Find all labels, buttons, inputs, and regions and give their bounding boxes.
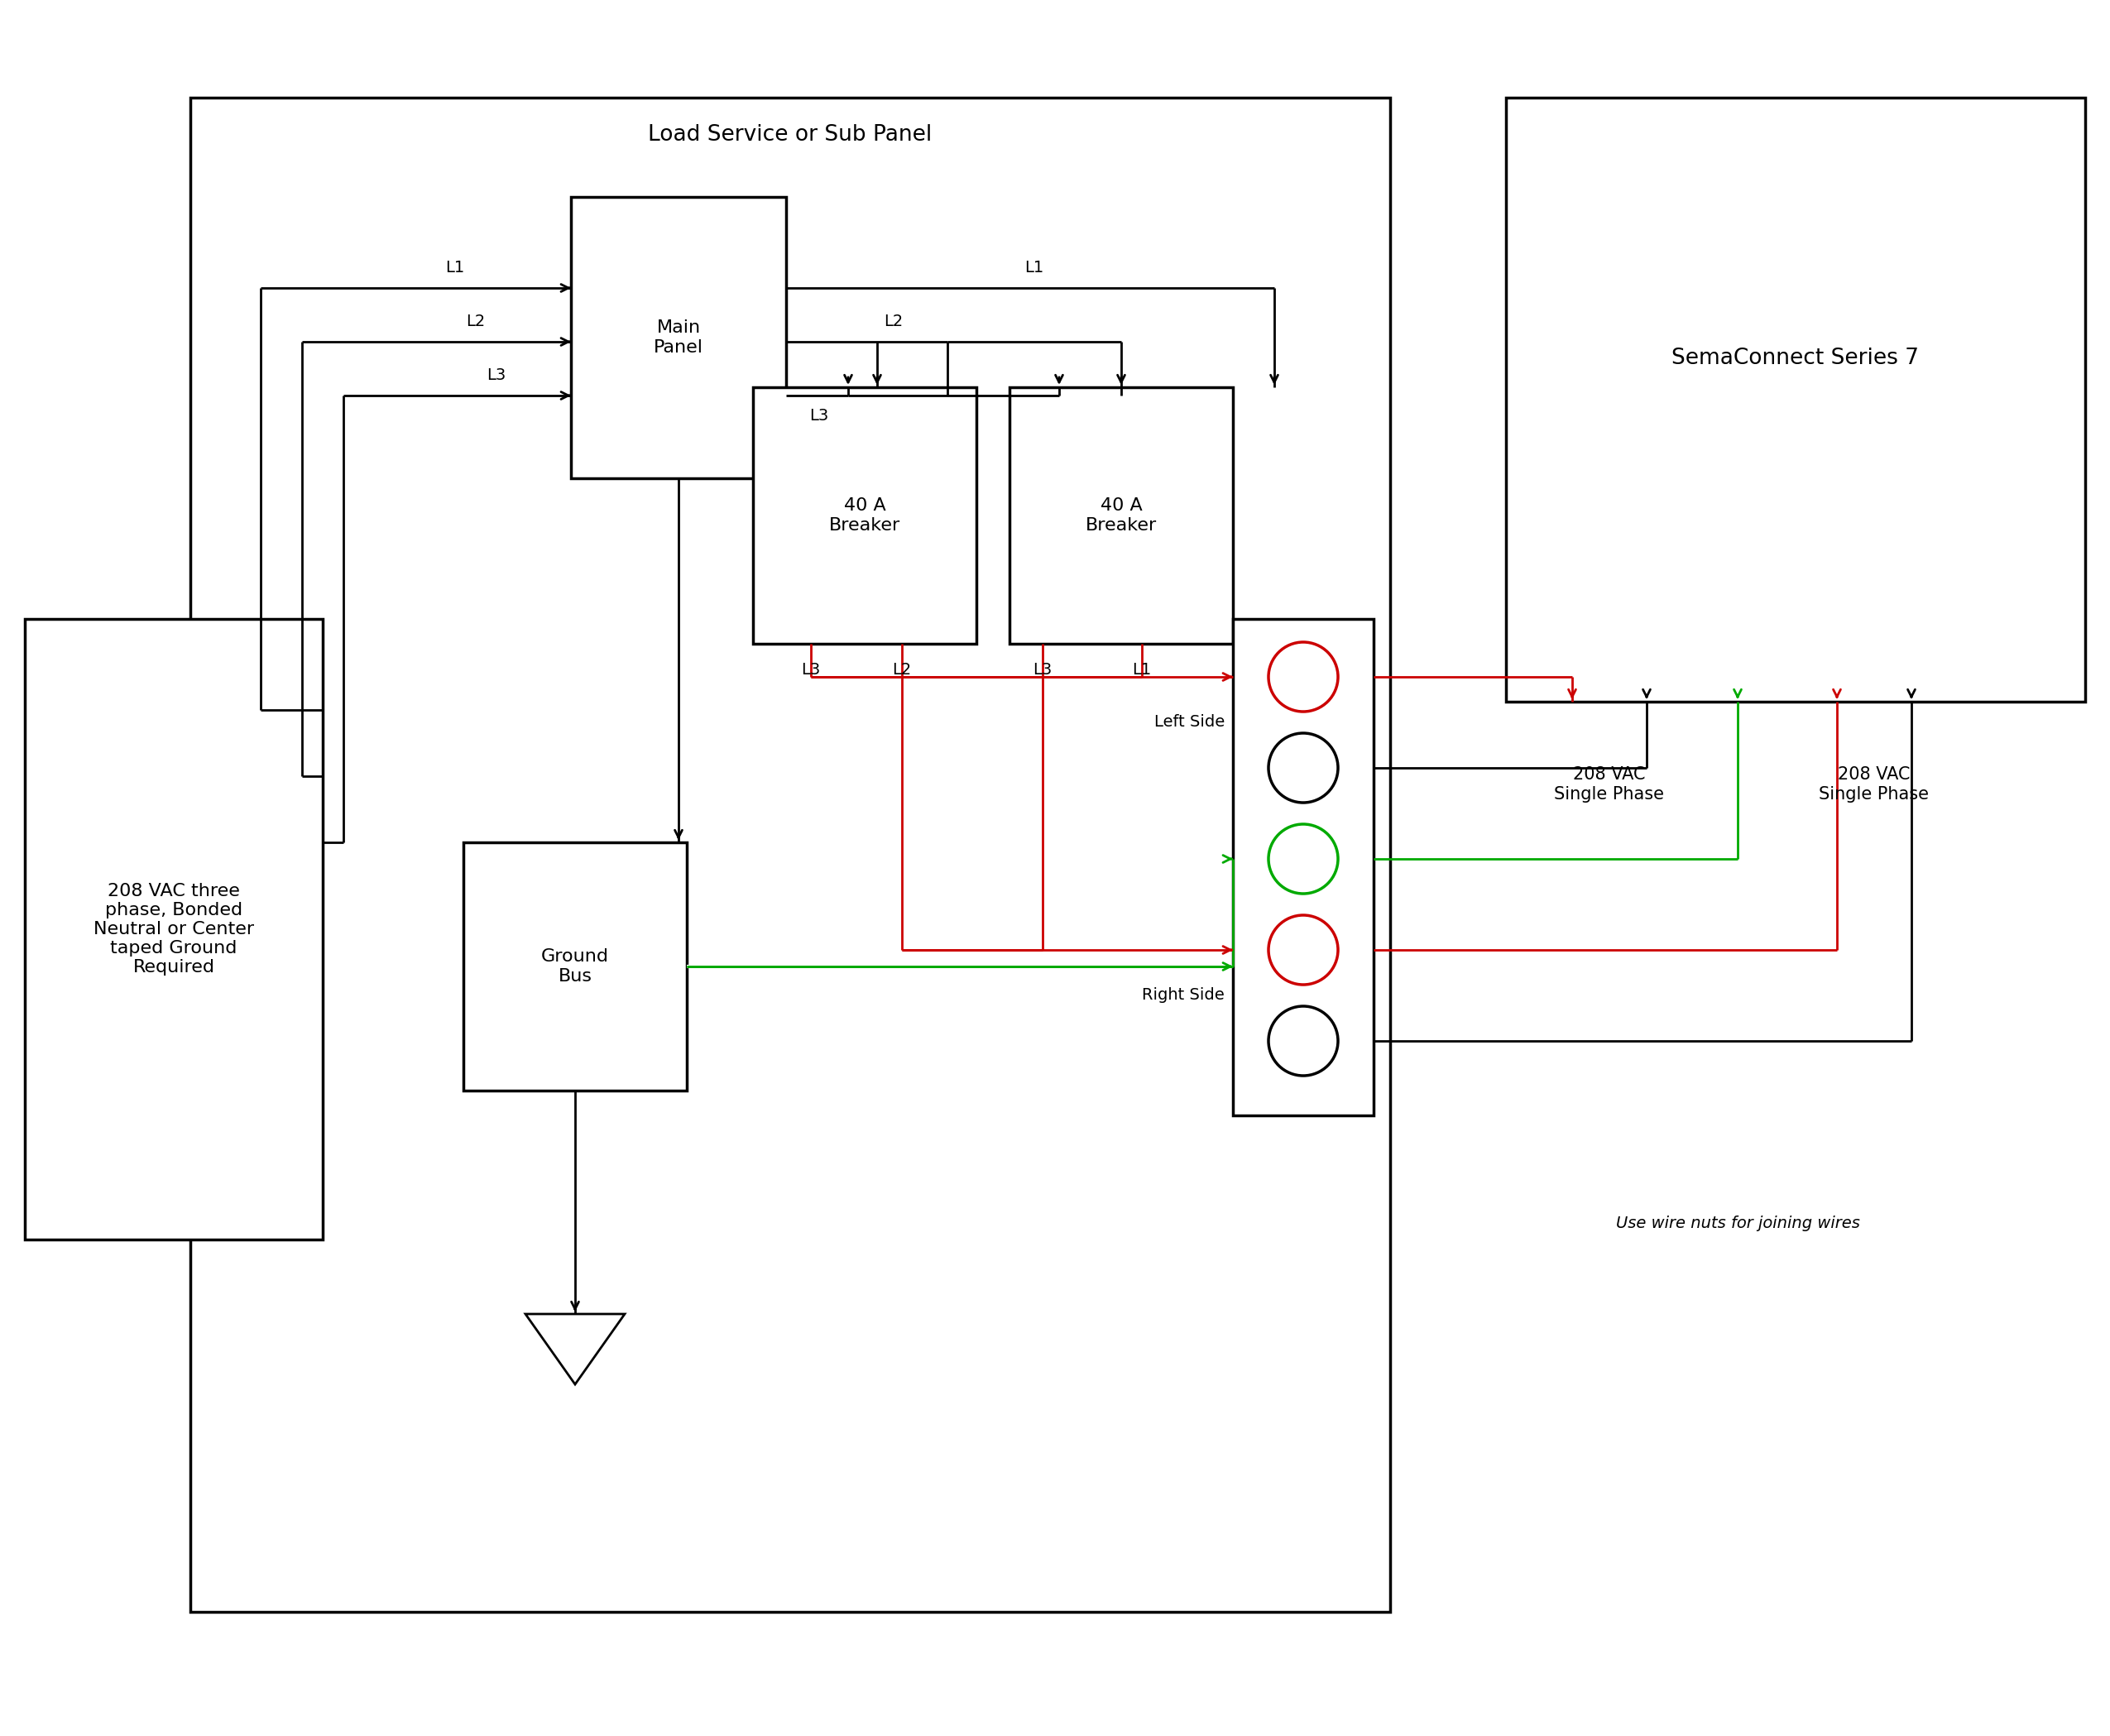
- Circle shape: [1268, 642, 1338, 712]
- Text: 208 VAC
Single Phase: 208 VAC Single Phase: [1819, 767, 1929, 802]
- Text: L1: L1: [1133, 661, 1152, 677]
- Text: Left Side: Left Side: [1154, 715, 1224, 731]
- Text: 40 A
Breaker: 40 A Breaker: [829, 498, 901, 533]
- Text: Load Service or Sub Panel: Load Service or Sub Panel: [648, 123, 933, 146]
- Bar: [753, 387, 977, 644]
- Bar: [25, 620, 323, 1240]
- Polygon shape: [525, 1314, 625, 1384]
- Text: L2: L2: [466, 314, 485, 330]
- Bar: [1232, 620, 1374, 1116]
- Text: L3: L3: [487, 368, 506, 384]
- Bar: [572, 196, 787, 479]
- Circle shape: [1268, 915, 1338, 984]
- Text: L3: L3: [1034, 661, 1053, 677]
- Text: Use wire nuts for joining wires: Use wire nuts for joining wires: [1616, 1215, 1859, 1231]
- Text: L1: L1: [1025, 260, 1044, 276]
- Text: L2: L2: [884, 314, 903, 330]
- Text: L3: L3: [802, 661, 821, 677]
- Circle shape: [1268, 733, 1338, 802]
- Bar: [1009, 387, 1232, 644]
- Circle shape: [1268, 1007, 1338, 1076]
- Text: Ground
Bus: Ground Bus: [540, 948, 610, 984]
- Text: 208 VAC
Single Phase: 208 VAC Single Phase: [1555, 767, 1665, 802]
- Text: L3: L3: [810, 408, 829, 424]
- Text: 208 VAC three
phase, Bonded
Neutral or Center
taped Ground
Required: 208 VAC three phase, Bonded Neutral or C…: [93, 882, 253, 976]
- Text: SemaConnect Series 7: SemaConnect Series 7: [1671, 347, 1920, 370]
- Text: 40 A
Breaker: 40 A Breaker: [1085, 498, 1156, 533]
- Text: Main
Panel: Main Panel: [654, 319, 703, 356]
- Bar: [1507, 97, 2085, 701]
- Text: L1: L1: [445, 260, 464, 276]
- Text: Right Side: Right Side: [1142, 988, 1224, 1003]
- Bar: [464, 842, 686, 1090]
- Circle shape: [1268, 825, 1338, 894]
- Text: L2: L2: [893, 661, 912, 677]
- Bar: [190, 97, 1390, 1613]
